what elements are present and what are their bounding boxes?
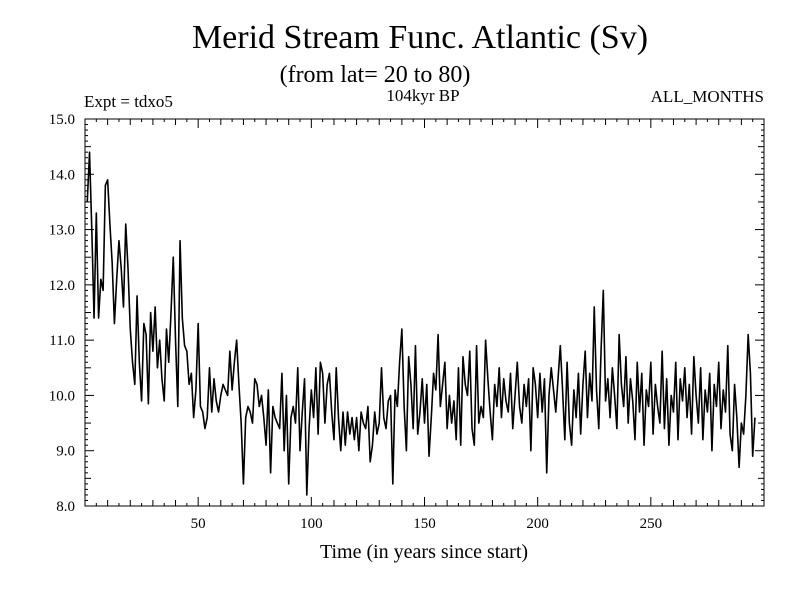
- y-tick-label: 9.0: [56, 444, 75, 460]
- x-tick-label: 250: [640, 516, 663, 532]
- months-label: ALL_MONTHS: [651, 87, 764, 106]
- y-tick-label: 13.0: [49, 223, 75, 239]
- x-tick-label: 200: [526, 516, 549, 532]
- y-tick-label: 8.0: [56, 499, 75, 515]
- chart-subtitle: (from lat= 20 to 80): [280, 62, 471, 88]
- x-axis: 50 100 150 200 250: [84, 119, 765, 532]
- x-tick-label: 150: [413, 516, 436, 532]
- y-tick-label: 12.0: [49, 278, 75, 294]
- series-line: [86, 151, 756, 496]
- plot-frame: [84, 118, 765, 507]
- y-tick-label: 15.0: [49, 112, 75, 128]
- period-label: 104kyr BP: [386, 86, 459, 105]
- plot-area: 8.0 9.0 10.0 11.0 12.0 13.0 14.0 15.0 50 100 150 2…: [49, 112, 765, 532]
- y-tick-label: 14.0: [49, 167, 75, 183]
- chart-title: Merid Stream Func. Atlantic (Sv): [192, 19, 648, 56]
- y-axis: 8.0 9.0 10.0 11.0 12.0 13.0 14.0 15.0: [49, 112, 764, 515]
- x-axis-label: Time (in years since start): [320, 541, 528, 563]
- x-tick-label: 100: [300, 516, 323, 532]
- expt-label: Expt = tdxo5: [84, 92, 173, 111]
- y-tick-label: 11.0: [49, 333, 75, 349]
- x-tick-label: 50: [191, 516, 206, 532]
- y-tick-label: 10.0: [49, 388, 75, 404]
